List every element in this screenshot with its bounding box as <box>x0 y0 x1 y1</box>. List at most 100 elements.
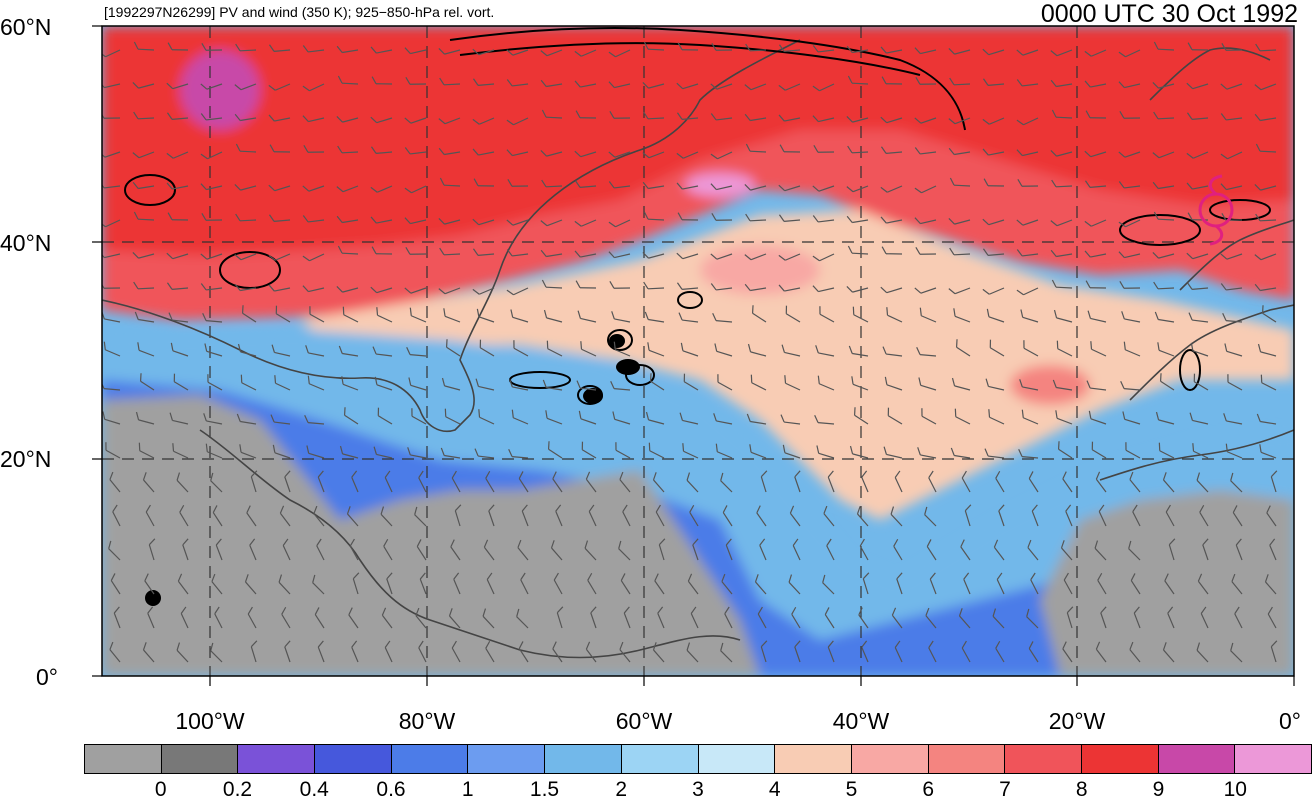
wind-barb-icon <box>102 151 121 158</box>
wind-barb-icon <box>744 253 767 261</box>
wind-barb-icon <box>856 506 869 527</box>
wind-barb-icon <box>575 110 597 119</box>
wind-barb-icon <box>958 608 971 629</box>
wind-barb-icon <box>948 117 971 125</box>
map-gridlines <box>102 26 1294 676</box>
wind-barb-icon <box>1060 540 1073 561</box>
wind-barb-icon <box>643 41 665 51</box>
wind-barb-icon <box>846 45 869 54</box>
wind-barb-icon <box>312 574 325 595</box>
colorbar-label: 5 <box>845 778 858 801</box>
wind-barb-icon <box>643 111 665 120</box>
wind-barb-icon <box>271 344 291 357</box>
wind-barb-icon <box>1084 219 1107 227</box>
wind-barb-icon <box>612 411 631 425</box>
wind-barb-icon <box>747 343 767 357</box>
wind-barb-icon <box>778 184 801 192</box>
wind-barb-icon <box>540 49 563 57</box>
wind-barb-icon <box>1129 641 1141 663</box>
wind-barb-icon <box>679 412 699 425</box>
colorbar-label: 9 <box>1152 778 1165 801</box>
wind-barb-icon <box>710 83 733 90</box>
wind-barb-icon <box>609 281 631 289</box>
wind-barb-icon <box>508 449 529 459</box>
wind-barb-icon <box>710 151 733 160</box>
lon-label-20w: 20°W <box>1048 708 1106 734</box>
wind-barb-icon <box>846 215 869 224</box>
wind-barb-icon <box>955 339 971 357</box>
wind-barb-icon <box>988 409 1005 425</box>
wind-barb-icon <box>302 45 325 53</box>
wind-barb-icon <box>134 311 155 323</box>
wind-barb-icon <box>506 287 529 296</box>
wind-barb-icon <box>588 504 597 527</box>
wind-barb-icon <box>745 143 767 153</box>
wind-barb-icon <box>745 43 767 52</box>
wind-barb-icon <box>370 46 393 54</box>
wind-barb-icon <box>418 640 427 663</box>
wind-barb-icon <box>279 505 291 527</box>
wind-barb-icon <box>1100 606 1107 629</box>
pv-colorbar <box>84 744 1312 774</box>
wind-barb-icon <box>235 213 257 222</box>
wind-barb-icon <box>302 253 325 262</box>
wind-barb-icon <box>751 305 767 323</box>
wind-barb-icon <box>1223 413 1243 425</box>
wind-barb-icon <box>444 408 461 425</box>
wind-barb-icon <box>268 83 291 91</box>
wind-barb-icon <box>472 78 495 86</box>
wind-barb-icon <box>1152 181 1175 190</box>
wind-barb-icon <box>608 49 631 58</box>
wind-barb-icon <box>620 573 631 595</box>
colorbar-box <box>1158 745 1236 773</box>
wind-barb-icon <box>485 640 495 663</box>
wind-barb-icon <box>647 342 665 357</box>
wind-barb-icon <box>239 444 257 459</box>
wind-barb-icon <box>1088 410 1107 425</box>
lat-label-60n: 60°N <box>0 14 52 40</box>
wind-barb-icon <box>268 114 291 122</box>
wind-barb-icon <box>823 505 835 527</box>
wind-barb-icon <box>1016 117 1039 126</box>
wind-barb-icon <box>964 504 972 527</box>
wind-barb-icon <box>1020 309 1039 323</box>
wind-barb-icon <box>102 81 121 89</box>
wind-barb-icon <box>234 283 257 292</box>
wind-barb-icon <box>552 471 563 493</box>
wind-barb-icon <box>949 77 971 86</box>
wind-barb-icon <box>1153 211 1175 221</box>
wind-barb-icon <box>486 572 495 595</box>
colorbar-box <box>621 745 699 773</box>
wind-barb-icon <box>1154 311 1175 323</box>
wind-barb-icon <box>381 607 393 629</box>
wind-barb-icon <box>622 504 631 527</box>
wind-barb-icon <box>1086 380 1107 391</box>
wind-barb-icon <box>993 539 1005 561</box>
wind-barb-icon <box>337 245 359 255</box>
wind-barb-icon <box>880 46 903 54</box>
wind-barb-icon <box>778 44 801 52</box>
wind-barb-icon <box>142 642 155 663</box>
wind-barb-icon <box>1232 505 1243 527</box>
wind-barb-icon <box>506 49 529 56</box>
wind-barb-icon <box>336 45 359 54</box>
wind-barb-icon <box>1119 111 1141 119</box>
wind-barb-icon <box>1085 280 1107 289</box>
wind-barb-icon <box>546 340 563 357</box>
colorbar-box <box>1081 745 1159 773</box>
wind-barb-icon <box>438 217 461 225</box>
wind-barb-icon <box>779 144 801 153</box>
wind-barb-icon <box>139 373 155 391</box>
wind-barb-icon <box>1129 471 1141 493</box>
wind-barb-icon <box>278 574 291 595</box>
wind-barb-icon <box>1196 642 1209 663</box>
wind-barb-icon <box>928 470 937 493</box>
wind-barb-icon <box>316 538 325 561</box>
wind-barb-icon <box>133 281 155 290</box>
wind-barb-icon <box>518 641 529 663</box>
wind-barb-icon <box>880 146 903 154</box>
wind-barb-icon <box>690 606 699 629</box>
wind-barb-icon <box>995 470 1005 493</box>
wind-barb-icon <box>744 83 767 91</box>
wind-barb-icon <box>284 640 291 663</box>
